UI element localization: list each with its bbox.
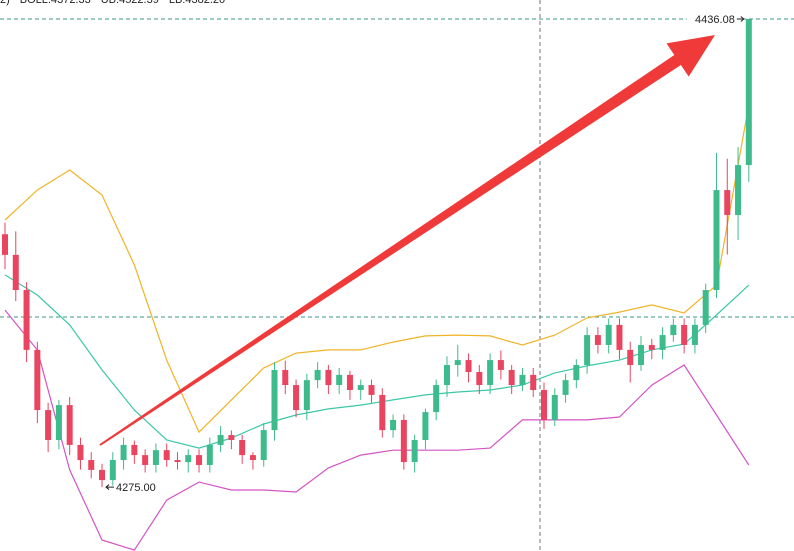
candle-body	[131, 444, 138, 456]
legend: 2) BOLL:4372.33 UB:4522.39 LB:4382.20	[0, 0, 225, 6]
candle-body	[476, 371, 483, 386]
candle-body	[12, 254, 19, 291]
candle-body	[659, 335, 666, 350]
label-bg	[686, 11, 743, 26]
candle-body	[88, 460, 95, 470]
candle-body	[293, 385, 300, 411]
candle-body	[357, 385, 364, 391]
band-line	[4, 274, 750, 449]
candle-body	[77, 444, 84, 461]
candle-body	[411, 439, 418, 463]
candle-body	[23, 290, 30, 350]
candle-body	[66, 405, 73, 445]
legend-text: BOLL:4372.33	[20, 0, 91, 6]
candle-body	[584, 335, 591, 366]
candle-body	[670, 324, 677, 336]
candle-body	[422, 412, 429, 440]
candle-body	[206, 444, 213, 465]
candle-body	[185, 455, 192, 463]
candle-body	[627, 349, 634, 366]
candle-body	[45, 410, 52, 440]
candle-body	[519, 374, 526, 386]
candle-body	[196, 455, 203, 465]
candle-body	[174, 460, 181, 463]
candle-body	[55, 405, 62, 440]
candle-body	[691, 324, 698, 345]
price-label: 4436.08	[695, 14, 735, 26]
candle-body	[239, 439, 246, 456]
legend-text: LB:4382.20	[169, 0, 225, 6]
candle-body	[562, 380, 569, 395]
candle-body	[99, 469, 106, 481]
candle-body	[142, 455, 149, 465]
candle-body	[260, 430, 267, 461]
candle-body	[120, 444, 127, 461]
candle-body	[34, 349, 41, 411]
candle-body	[379, 394, 386, 431]
price-label: 4275.00	[116, 482, 156, 494]
legend-text: 2)	[0, 0, 10, 6]
candle-body	[594, 335, 601, 345]
candle-body	[702, 290, 709, 325]
candle-body	[681, 324, 688, 345]
candle-body	[465, 360, 472, 372]
trend-arrow	[99, 35, 715, 446]
candle-body	[336, 374, 343, 386]
candle-body	[303, 380, 310, 411]
bollinger-bands	[4, 104, 750, 551]
candles	[2, 18, 752, 488]
candle-body	[109, 460, 116, 481]
candle-body	[228, 435, 235, 440]
annotations: 4436.08 4275.00	[0, 11, 794, 494]
candle-body	[551, 394, 558, 420]
candle-body	[605, 324, 612, 345]
label-arrow	[736, 16, 745, 22]
candle-body	[648, 344, 655, 350]
candle-body	[346, 374, 353, 391]
candle-body	[573, 365, 580, 381]
candle-body	[454, 360, 461, 366]
candle-body	[163, 450, 170, 461]
candle-body	[271, 369, 278, 431]
candle-body	[638, 344, 645, 366]
label-arrow	[105, 484, 115, 490]
candle-body	[325, 369, 332, 386]
band-line	[4, 309, 750, 551]
candle-body	[249, 455, 256, 461]
candle-body	[541, 390, 547, 420]
candle-body	[713, 190, 720, 291]
candle-body	[152, 450, 159, 465]
candle-body	[217, 435, 224, 445]
candle-body	[368, 385, 375, 395]
candle-body	[2, 234, 8, 255]
candle-body	[530, 374, 537, 391]
candle-body	[433, 385, 440, 413]
candle-body	[390, 419, 397, 431]
legend-text: UB:4522.39	[101, 0, 159, 6]
band-line	[4, 104, 750, 434]
candle-body	[616, 324, 623, 350]
candle-body	[745, 18, 752, 166]
candle-body	[282, 369, 289, 386]
candle-body	[314, 369, 321, 381]
candle-body	[443, 365, 450, 386]
candle-body	[724, 190, 731, 216]
candle-body	[508, 369, 515, 386]
candle-body	[400, 419, 407, 463]
candle-body	[735, 165, 742, 216]
candle-body	[487, 360, 494, 386]
candle-body	[497, 360, 504, 370]
